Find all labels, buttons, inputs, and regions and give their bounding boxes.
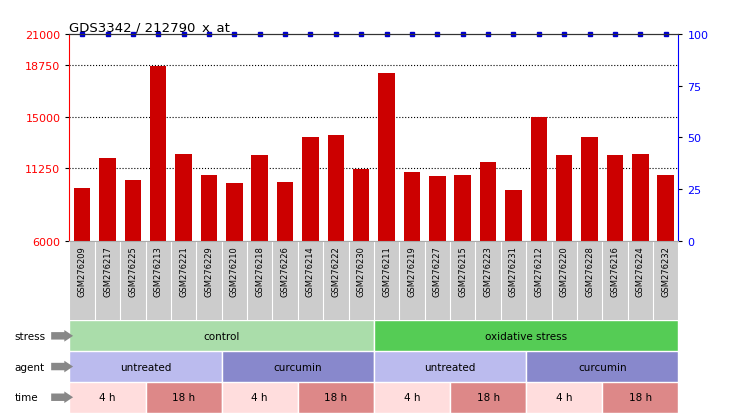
Bar <box>69 321 374 351</box>
Bar <box>556 156 572 324</box>
Text: control: control <box>203 331 240 341</box>
Text: GSM276218: GSM276218 <box>255 245 264 296</box>
Bar <box>221 382 298 413</box>
Bar <box>201 175 217 324</box>
Text: GSM276219: GSM276219 <box>407 245 417 296</box>
Text: GDS3342 / 212790_x_at: GDS3342 / 212790_x_at <box>69 21 230 34</box>
Bar <box>526 382 602 413</box>
Text: GSM276232: GSM276232 <box>661 245 670 296</box>
Bar <box>480 163 496 324</box>
Text: 18 h: 18 h <box>629 392 652 402</box>
Text: GSM276225: GSM276225 <box>129 245 137 296</box>
Bar <box>379 74 395 324</box>
Text: GSM276222: GSM276222 <box>331 245 341 296</box>
Text: 4 h: 4 h <box>251 392 268 402</box>
Bar <box>124 181 141 324</box>
Text: curcumin: curcumin <box>273 362 322 372</box>
Text: GSM276214: GSM276214 <box>306 245 315 296</box>
Bar <box>251 156 268 324</box>
Bar <box>145 382 221 413</box>
Text: GSM276220: GSM276220 <box>560 245 569 296</box>
Bar <box>302 138 319 324</box>
Text: stress: stress <box>15 331 46 341</box>
Bar <box>99 159 115 324</box>
Bar <box>226 183 243 324</box>
Bar <box>69 351 221 382</box>
Bar <box>526 351 678 382</box>
Text: GSM276209: GSM276209 <box>77 245 87 296</box>
Text: GSM276215: GSM276215 <box>458 245 467 296</box>
Text: agent: agent <box>15 362 45 372</box>
Text: 18 h: 18 h <box>172 392 195 402</box>
Bar <box>69 382 145 413</box>
Text: GSM276227: GSM276227 <box>433 245 442 296</box>
Bar <box>607 156 624 324</box>
Bar <box>581 138 598 324</box>
Bar <box>221 351 374 382</box>
Text: time: time <box>15 392 38 402</box>
Bar <box>531 118 547 324</box>
Text: GSM276210: GSM276210 <box>230 245 239 296</box>
Bar <box>602 382 678 413</box>
Bar <box>374 321 678 351</box>
Bar <box>298 382 374 413</box>
Bar <box>505 190 522 324</box>
Text: GSM276211: GSM276211 <box>382 245 391 296</box>
Text: curcumin: curcumin <box>578 362 626 372</box>
Text: GSM276217: GSM276217 <box>103 245 112 296</box>
Text: untreated: untreated <box>120 362 171 372</box>
Text: GSM276229: GSM276229 <box>205 245 213 296</box>
Text: 18 h: 18 h <box>325 392 347 402</box>
Text: GSM276212: GSM276212 <box>534 245 543 296</box>
Bar <box>277 182 293 324</box>
Text: GSM276224: GSM276224 <box>636 245 645 296</box>
Text: GSM276216: GSM276216 <box>610 245 619 296</box>
Text: GSM276226: GSM276226 <box>281 245 289 296</box>
Bar <box>404 173 420 324</box>
Text: 4 h: 4 h <box>556 392 572 402</box>
Bar <box>74 189 91 324</box>
Bar <box>632 154 648 324</box>
Text: untreated: untreated <box>424 362 476 372</box>
Text: GSM276230: GSM276230 <box>357 245 366 296</box>
Bar <box>175 154 192 324</box>
Bar <box>429 177 446 324</box>
Text: 4 h: 4 h <box>99 392 115 402</box>
Bar <box>455 175 471 324</box>
Bar <box>374 382 450 413</box>
Text: oxidative stress: oxidative stress <box>485 331 567 341</box>
Bar <box>374 351 526 382</box>
Text: GSM276213: GSM276213 <box>154 245 163 296</box>
Text: GSM276231: GSM276231 <box>509 245 518 296</box>
Bar <box>450 382 526 413</box>
Bar <box>657 175 674 324</box>
Bar <box>353 170 369 324</box>
Bar <box>150 67 167 324</box>
Text: GSM276221: GSM276221 <box>179 245 188 296</box>
Text: GSM276228: GSM276228 <box>585 245 594 296</box>
Text: 4 h: 4 h <box>404 392 420 402</box>
Text: GSM276223: GSM276223 <box>484 245 493 296</box>
Bar <box>327 135 344 324</box>
Text: 18 h: 18 h <box>477 392 500 402</box>
